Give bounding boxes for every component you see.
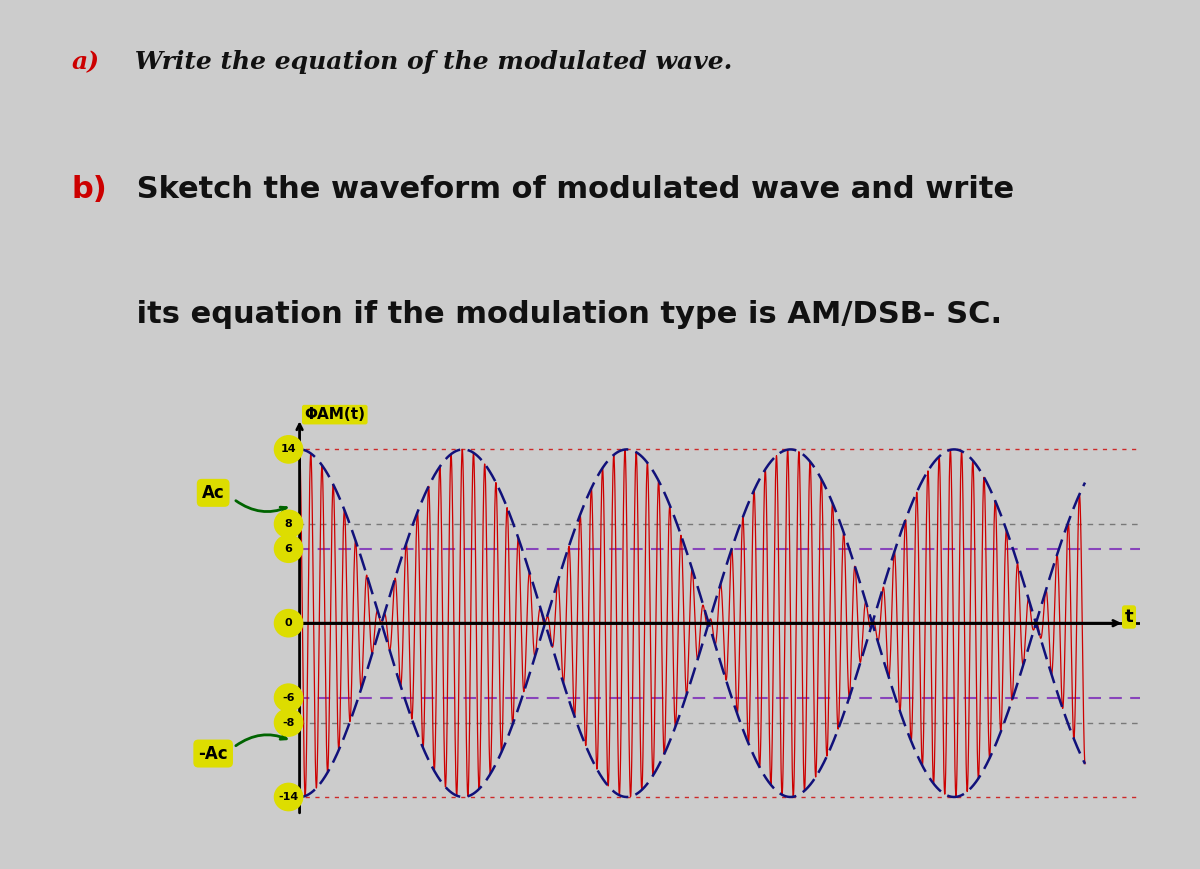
Text: ΦAM(t): ΦAM(t) — [305, 408, 365, 422]
Ellipse shape — [275, 783, 302, 811]
Ellipse shape — [275, 684, 302, 712]
Text: b): b) — [72, 176, 108, 204]
Text: 0: 0 — [284, 618, 293, 628]
Text: -14: -14 — [278, 792, 299, 802]
Ellipse shape — [275, 609, 302, 637]
Text: -8: -8 — [282, 718, 295, 727]
Text: -6: -6 — [282, 693, 295, 703]
Ellipse shape — [275, 510, 302, 538]
Ellipse shape — [275, 709, 302, 736]
Text: 8: 8 — [284, 519, 293, 529]
Text: -Ac: -Ac — [198, 745, 228, 762]
Text: t: t — [1124, 608, 1133, 626]
Text: Sketch the waveform of modulated wave and write: Sketch the waveform of modulated wave an… — [126, 176, 1014, 204]
Text: its equation if the modulation type is AM/DSB- SC.: its equation if the modulation type is A… — [126, 301, 1002, 329]
Ellipse shape — [275, 535, 302, 562]
Text: 6: 6 — [284, 544, 293, 554]
Text: Write the equation of the modulated wave.: Write the equation of the modulated wave… — [126, 50, 732, 74]
Text: a): a) — [72, 50, 100, 74]
Text: Ac: Ac — [202, 484, 224, 501]
Text: 14: 14 — [281, 444, 296, 454]
Ellipse shape — [275, 435, 302, 463]
